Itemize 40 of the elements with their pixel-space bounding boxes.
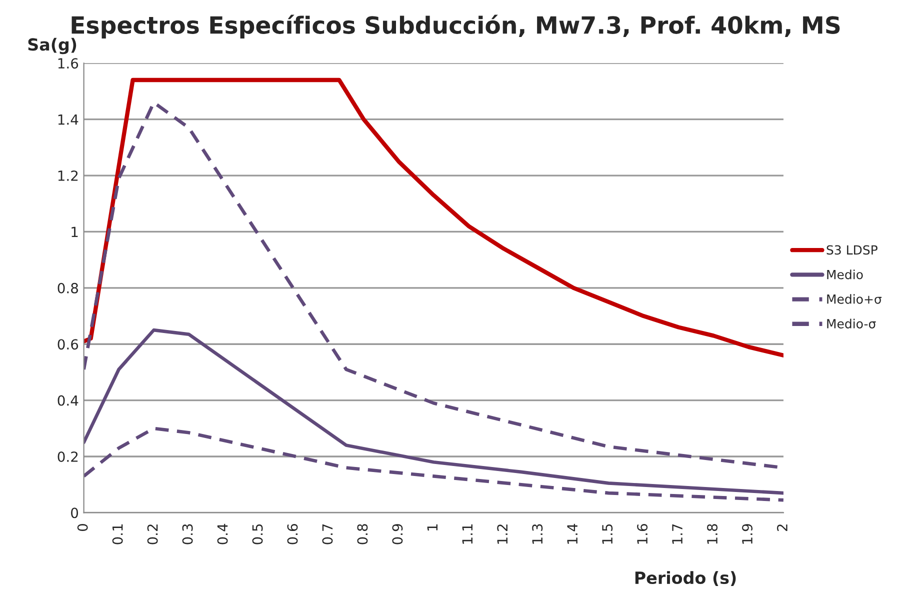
x-tick-label: 0	[77, 524, 88, 532]
y-tick-label: 1	[72, 226, 78, 237]
x-tick-label: 1.9	[742, 524, 753, 544]
x-tick-label: 1.1	[462, 524, 472, 544]
y-axis-title: Sa(g)	[28, 38, 76, 54]
x-tick-label: 1.5	[602, 524, 613, 544]
legend-label: Medio+σ	[827, 294, 882, 304]
y-tick-label: 1.6	[58, 58, 78, 69]
x-tick-label: 0.1	[112, 524, 123, 544]
x-tick-label: 2	[776, 524, 788, 531]
x-tick-label: 0.8	[357, 524, 368, 544]
x-tick-label: 0.4	[217, 524, 228, 544]
y-tick-label: 0	[71, 508, 78, 518]
x-axis-title: Periodo (s)	[635, 571, 736, 586]
x-tick-label: 1.6	[637, 524, 648, 544]
y-tick-label: 0.8	[58, 282, 78, 294]
x-tick-label: 0.7	[322, 524, 333, 544]
chart-title: Espectros Específicos Subducción, Mw7.3, Prof. 40km, MS	[72, 14, 840, 39]
x-tick-label: 0.6	[287, 524, 298, 544]
y-tick-label: 0.4	[58, 395, 78, 406]
line-series	[84, 328, 784, 495]
x-tick-label: 1.7	[672, 524, 682, 544]
y-tick-label: 1.4	[58, 114, 78, 125]
x-tick-label: 0.5	[252, 524, 263, 544]
legend-label: Medio	[827, 270, 863, 280]
x-tick-label: 1.8	[707, 524, 718, 544]
legend-label: Medio-σ	[827, 318, 876, 328]
x-tick-label: 0.3	[182, 524, 193, 544]
x-tick-label: 1.2	[497, 524, 508, 544]
y-tick-label: 1.2	[58, 170, 78, 181]
y-tick-label: 0.2	[58, 451, 78, 462]
x-tick-label: 1.3	[532, 524, 543, 544]
legend-label: S3 LDSP	[826, 245, 878, 255]
line-series	[84, 426, 784, 502]
line-series	[84, 78, 784, 358]
y-tick-label: 0.6	[58, 339, 78, 350]
x-tick-label: 0.9	[392, 524, 403, 544]
x-tick-label: 1	[427, 524, 438, 530]
x-tick-label: 1.4	[567, 524, 578, 544]
x-tick-label: 0.2	[147, 524, 158, 544]
